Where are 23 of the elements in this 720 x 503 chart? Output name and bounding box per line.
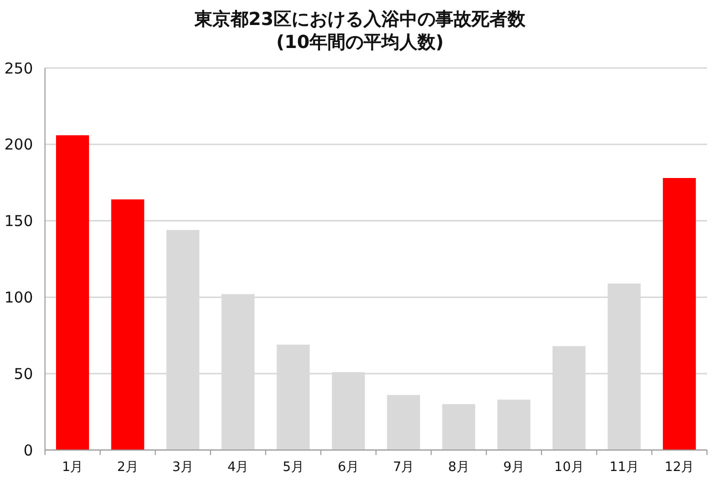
x-tick-label: 7月 bbox=[392, 460, 414, 475]
x-tick-label: 1月 bbox=[62, 460, 84, 475]
x-tick-label: 2月 bbox=[117, 460, 138, 475]
x-tick-label: 11月 bbox=[609, 460, 640, 475]
y-tick-label: 0 bbox=[23, 441, 33, 460]
x-tick-label: 6月 bbox=[338, 460, 360, 475]
bar bbox=[111, 199, 144, 450]
x-tick-label: 10月 bbox=[554, 460, 584, 475]
x-tick-label: 3月 bbox=[172, 460, 194, 475]
y-tick-label: 250 bbox=[4, 59, 33, 78]
y-tick-label: 200 bbox=[4, 136, 33, 154]
x-tick-label: 5月 bbox=[282, 460, 304, 475]
y-tick-label: 50 bbox=[14, 364, 33, 383]
chart-title: 東京都23区における入浴中の事故死者数 bbox=[193, 8, 527, 31]
x-tick-label: 4月 bbox=[227, 460, 249, 475]
y-tick-label: 100 bbox=[4, 288, 33, 307]
y-tick-label: 150 bbox=[4, 212, 33, 230]
chart-subtitle: (10年間の平均人数) bbox=[275, 31, 445, 54]
x-tick-label: 9月 bbox=[503, 460, 525, 475]
x-tick-label: 8月 bbox=[448, 460, 470, 475]
bar bbox=[56, 135, 90, 450]
x-tick-label: 12月 bbox=[664, 460, 694, 475]
bar bbox=[662, 178, 696, 450]
